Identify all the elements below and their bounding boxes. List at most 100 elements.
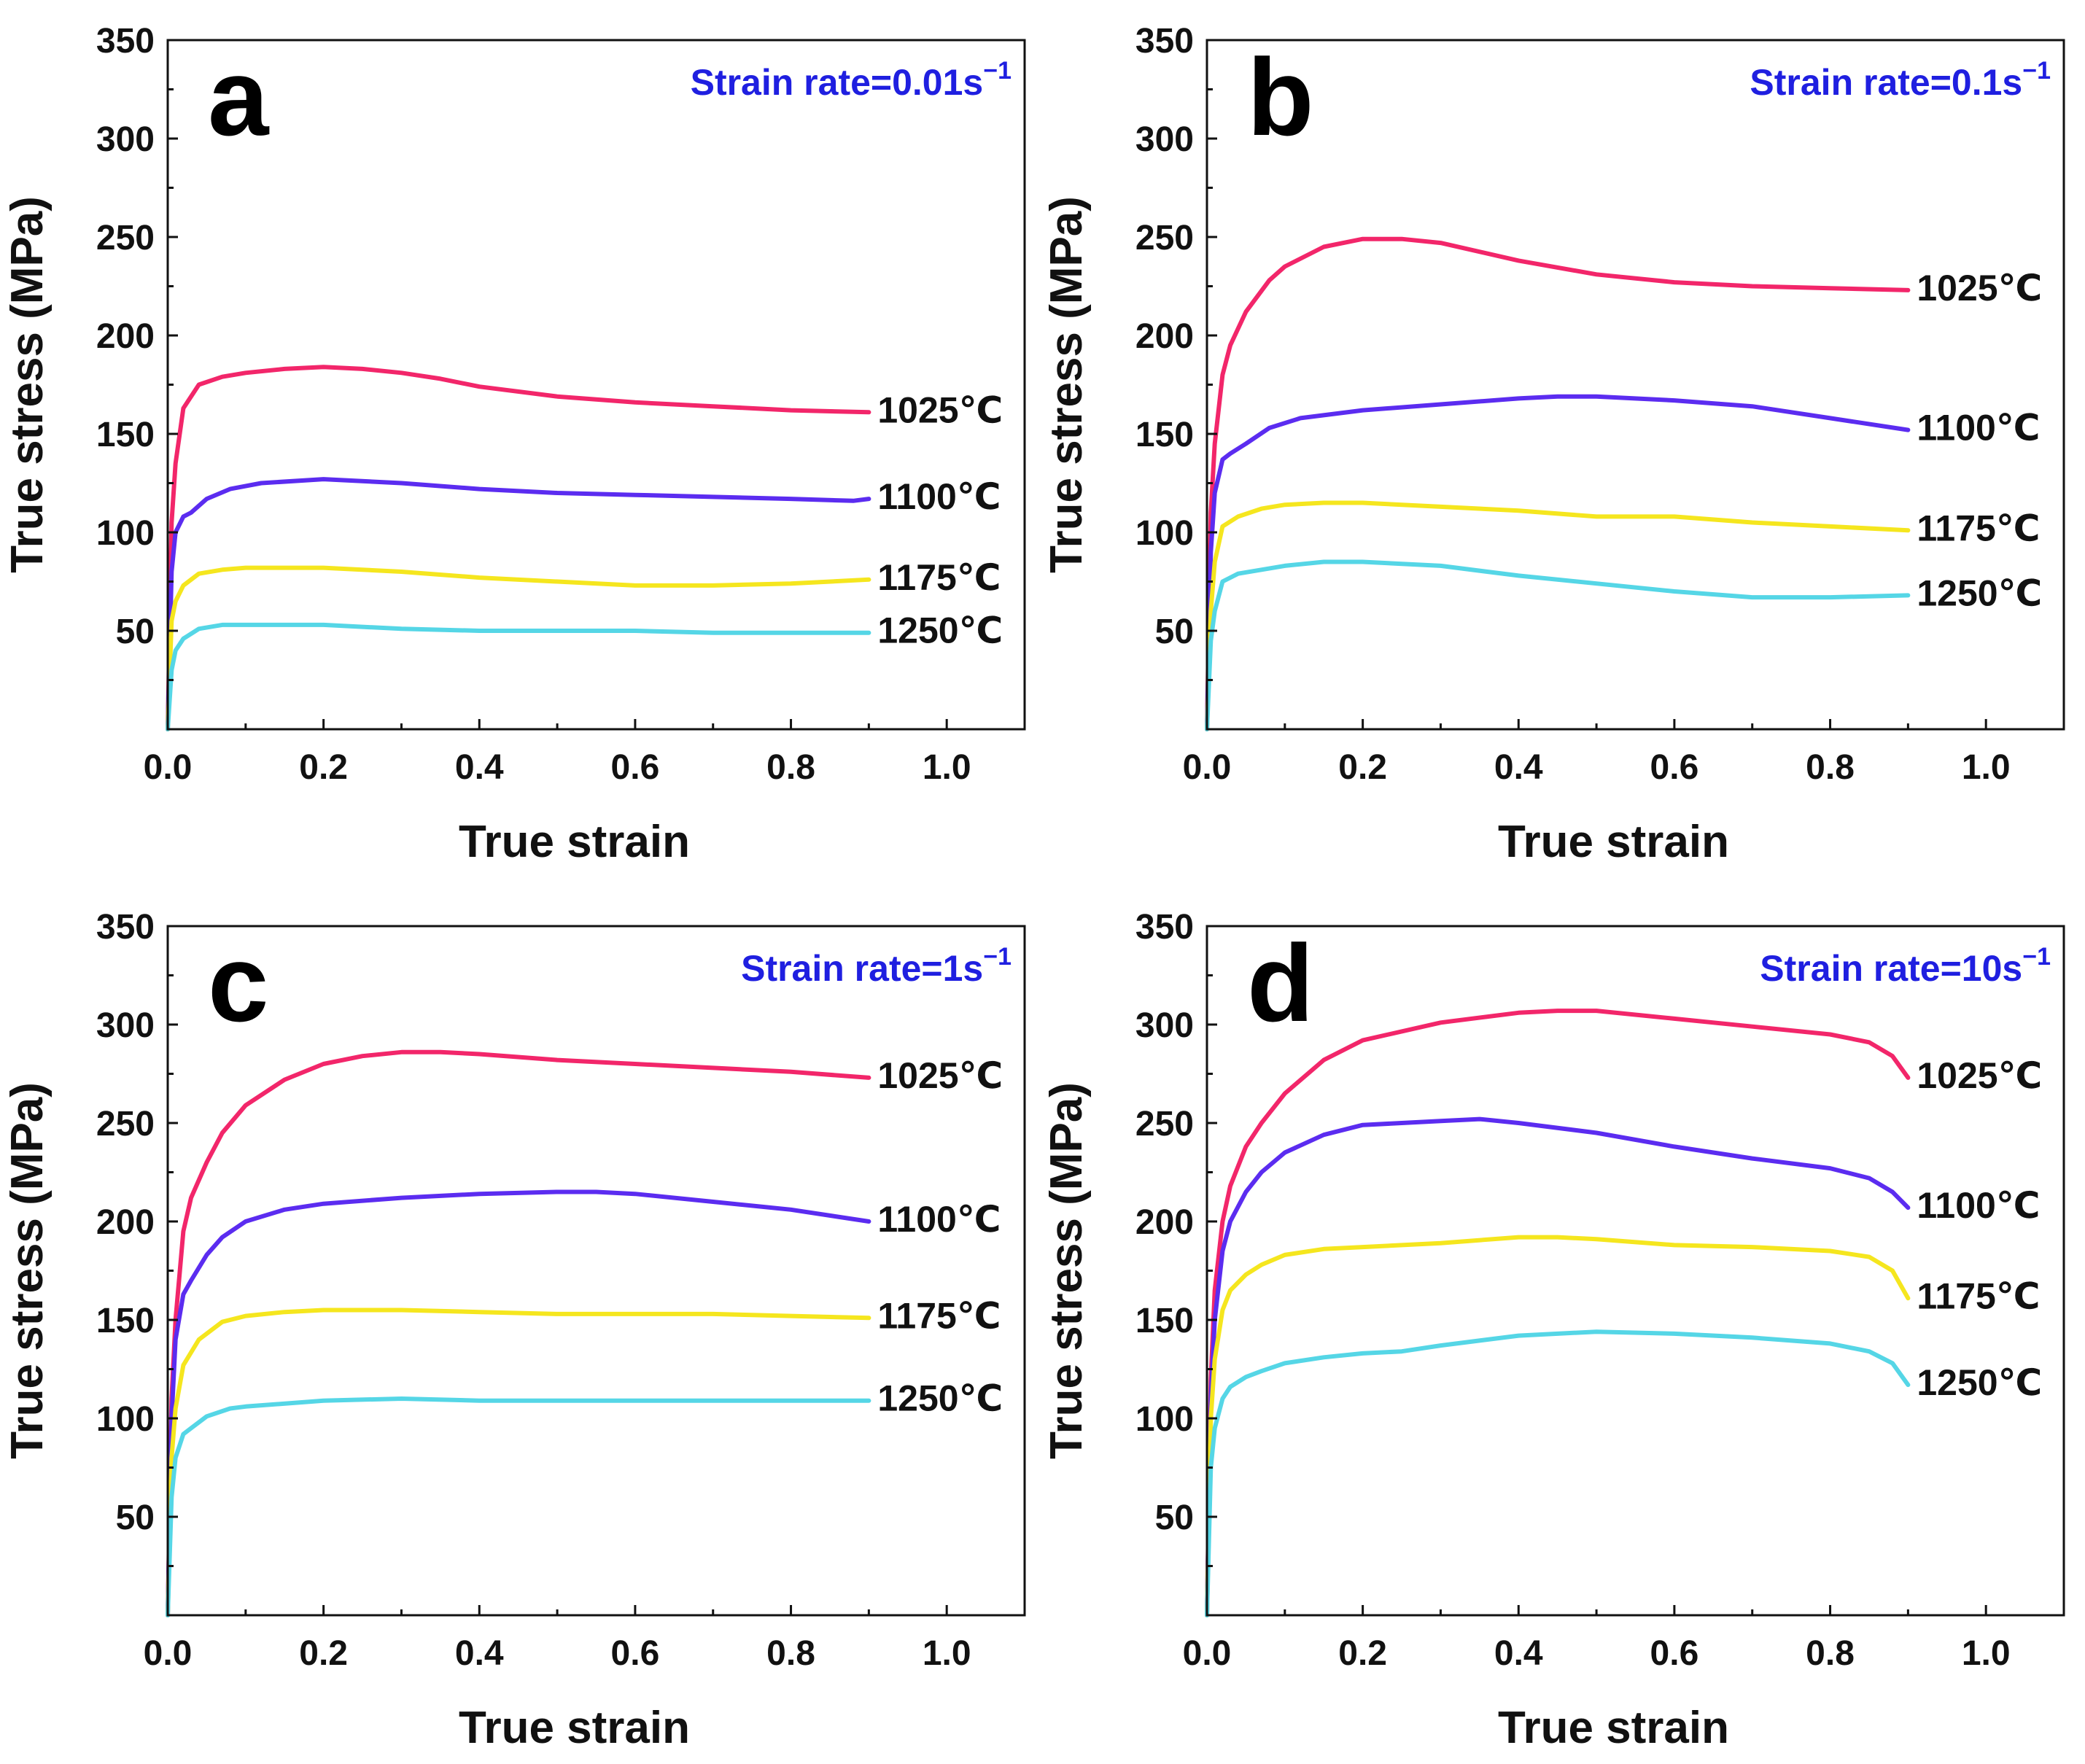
strain-rate-exponent-c: −1 bbox=[983, 943, 1012, 971]
series-label-a-0: 1025℃ bbox=[877, 389, 1003, 430]
y-tick-label-b-1: 100 bbox=[1135, 514, 1194, 553]
y-tick-label-b-0: 50 bbox=[1155, 613, 1194, 651]
series-line-c-3 bbox=[166, 1396, 871, 1617]
x-tick-label-d-4: 0.8 bbox=[1806, 1634, 1855, 1673]
x-tick-label-c-1: 0.2 bbox=[299, 1634, 348, 1673]
x-tick-label-b-1: 0.2 bbox=[1338, 748, 1387, 787]
x-axis-label-b: True strain bbox=[1498, 817, 1729, 867]
y-tick-label-d-0: 50 bbox=[1155, 1499, 1194, 1537]
x-axis-label-a: True strain bbox=[459, 817, 690, 867]
x-tick-label-d-3: 0.6 bbox=[1650, 1634, 1699, 1673]
y-tick-label-d-5: 300 bbox=[1135, 1006, 1194, 1045]
series-label-a-3: 1250℃ bbox=[877, 610, 1003, 651]
y-axis-label-c: True stress (MPa) bbox=[2, 1082, 53, 1459]
x-tick-label-c-3: 0.6 bbox=[611, 1634, 660, 1673]
series-label-c-2: 1175℃ bbox=[877, 1295, 1001, 1336]
series-label-d-2: 1175℃ bbox=[1917, 1275, 2040, 1316]
series-line-a-3 bbox=[166, 622, 871, 731]
strain-rate-text-a: Strain rate=0.01s bbox=[691, 62, 984, 103]
y-tick-label-c-1: 100 bbox=[96, 1400, 155, 1439]
x-tick-label-c-2: 0.4 bbox=[455, 1634, 504, 1673]
series-label-b-3: 1250℃ bbox=[1917, 572, 2042, 613]
x-tick-label-a-1: 0.2 bbox=[299, 748, 348, 787]
series-line-d-1 bbox=[1205, 1116, 1911, 1617]
series-line-a-2 bbox=[166, 565, 871, 731]
panel-letter-d: d bbox=[1247, 922, 1314, 1044]
strain-rate-text-c: Strain rate=1s bbox=[741, 948, 983, 989]
panel-c: 1025℃ 1100℃ 1175℃ 1250℃ 0.0 0.2 0.4 0.6 0.8 1.0 50… bbox=[2, 908, 1026, 1753]
x-tick-label-b-4: 0.8 bbox=[1806, 748, 1855, 787]
y-tick-label-d-1: 100 bbox=[1135, 1400, 1194, 1439]
strain-rate-annotation-c: Strain rate=1s−1 bbox=[741, 943, 1012, 989]
series-label-b-0: 1025℃ bbox=[1917, 268, 2042, 308]
x-tick-label-a-5: 1.0 bbox=[923, 748, 971, 787]
y-tick-label-c-0: 50 bbox=[116, 1499, 155, 1537]
x-tick-label-b-0: 0.0 bbox=[1183, 748, 1232, 787]
x-tick-label-c-5: 1.0 bbox=[923, 1634, 971, 1673]
strain-rate-annotation-b: Strain rate=0.1s−1 bbox=[1750, 57, 2051, 103]
series-label-d-3: 1250℃ bbox=[1917, 1362, 2042, 1403]
y-tick-label-b-6: 350 bbox=[1135, 22, 1194, 61]
series-label-a-2: 1175℃ bbox=[877, 557, 1001, 598]
y-tick-label-a-1: 100 bbox=[96, 514, 155, 553]
y-tick-label-a-6: 350 bbox=[96, 22, 155, 61]
x-axis-label-c: True strain bbox=[459, 1703, 690, 1753]
x-tick-label-a-3: 0.6 bbox=[611, 748, 660, 787]
x-tick-label-d-2: 0.4 bbox=[1494, 1634, 1543, 1673]
x-tick-label-b-2: 0.4 bbox=[1494, 748, 1543, 787]
series-line-d-0 bbox=[1205, 1009, 1911, 1617]
x-tick-label-a-4: 0.8 bbox=[766, 748, 815, 787]
y-tick-label-c-5: 300 bbox=[96, 1006, 155, 1045]
y-tick-label-d-3: 200 bbox=[1135, 1203, 1194, 1242]
x-tick-label-d-0: 0.0 bbox=[1183, 1634, 1232, 1673]
series-line-d-3 bbox=[1205, 1329, 1911, 1617]
series-line-c-2 bbox=[166, 1308, 871, 1617]
panel-letter-b: b bbox=[1247, 36, 1314, 158]
panel-d: 1025℃ 1100℃ 1175℃ 1250℃ 0.0 0.2 0.4 0.6 0.8 1.0 50… bbox=[1041, 908, 2065, 1753]
y-tick-label-d-2: 150 bbox=[1135, 1302, 1194, 1340]
series-label-c-3: 1250℃ bbox=[877, 1378, 1003, 1419]
y-axis-label-a: True stress (MPa) bbox=[2, 196, 53, 573]
series-line-b-0 bbox=[1205, 236, 1911, 731]
panel-letter-a: a bbox=[208, 36, 270, 158]
series-line-c-1 bbox=[166, 1189, 871, 1617]
y-tick-label-d-4: 250 bbox=[1135, 1105, 1194, 1143]
series-line-c-0 bbox=[166, 1049, 871, 1617]
x-axis-label-d: True strain bbox=[1498, 1703, 1729, 1753]
series-label-b-2: 1175℃ bbox=[1917, 508, 2040, 548]
series-label-d-1: 1100℃ bbox=[1917, 1185, 2040, 1226]
y-tick-label-b-2: 150 bbox=[1135, 416, 1194, 454]
series-label-a-1: 1100℃ bbox=[877, 476, 1001, 517]
x-tick-label-d-1: 0.2 bbox=[1338, 1634, 1387, 1673]
y-axis-label-b: True stress (MPa) bbox=[1041, 196, 1092, 573]
y-tick-label-a-0: 50 bbox=[116, 613, 155, 651]
y-tick-label-c-3: 200 bbox=[96, 1203, 155, 1242]
x-tick-label-a-0: 0.0 bbox=[144, 748, 193, 787]
x-tick-label-a-2: 0.4 bbox=[455, 748, 504, 787]
y-tick-label-a-5: 300 bbox=[96, 120, 155, 159]
y-tick-label-c-2: 150 bbox=[96, 1302, 155, 1340]
x-tick-label-d-5: 1.0 bbox=[1962, 1634, 2011, 1673]
y-tick-label-c-6: 350 bbox=[96, 908, 155, 947]
series-line-a-1 bbox=[166, 477, 871, 731]
panel-a: 1025℃ 1100℃ 1175℃ 1250℃ 0.0 0.2 0.4 0.6 0.8 1.0 50… bbox=[2, 22, 1026, 867]
series-label-c-1: 1100℃ bbox=[877, 1199, 1001, 1240]
series-label-b-1: 1100℃ bbox=[1917, 408, 2040, 448]
y-tick-label-a-4: 250 bbox=[96, 219, 155, 257]
y-tick-label-b-5: 300 bbox=[1135, 120, 1194, 159]
strain-rate-exponent-a: −1 bbox=[983, 57, 1012, 85]
series-line-b-3 bbox=[1205, 559, 1911, 731]
strain-rate-annotation-d: Strain rate=10s−1 bbox=[1760, 943, 2051, 989]
series-line-b-1 bbox=[1205, 394, 1911, 731]
strain-rate-annotation-a: Strain rate=0.01s−1 bbox=[691, 57, 1012, 103]
x-tick-label-b-5: 1.0 bbox=[1962, 748, 2011, 787]
series-line-a-0 bbox=[166, 365, 871, 731]
y-tick-label-a-3: 200 bbox=[96, 317, 155, 356]
x-tick-label-b-3: 0.6 bbox=[1650, 748, 1699, 787]
x-tick-label-c-4: 0.8 bbox=[766, 1634, 815, 1673]
series-label-d-0: 1025℃ bbox=[1917, 1055, 2042, 1096]
plot-frame-b bbox=[1205, 39, 2065, 731]
y-tick-label-c-4: 250 bbox=[96, 1105, 155, 1143]
y-tick-label-d-6: 350 bbox=[1135, 908, 1194, 947]
